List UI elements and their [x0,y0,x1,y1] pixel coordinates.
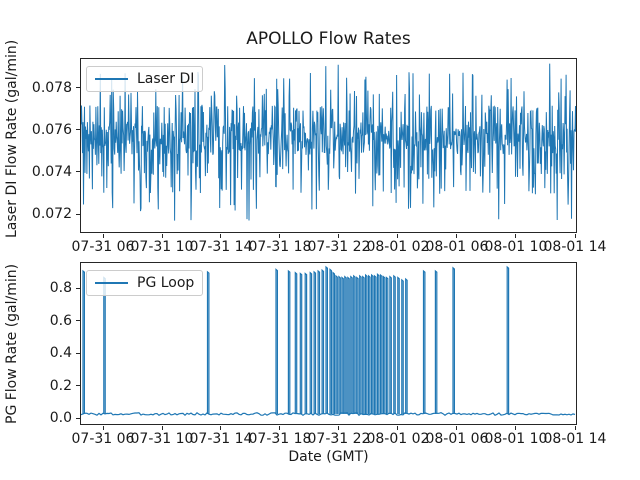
x-tick-label: 08-01 02 [366,239,430,255]
x-tick-mark [220,234,222,238]
pg-loop-line-chart [81,265,576,417]
x-tick-label: 07-31 14 [189,239,253,255]
y-tick-mark [76,352,80,354]
ax2-legend: PG Loop [86,270,204,296]
x-tick-label: 08-01 14 [543,239,607,255]
x-tick-label: 07-31 18 [248,239,312,255]
x-tick-mark [456,426,458,430]
pg-loop-plot-area: PG Loop [80,262,577,425]
y-tick-mark [76,129,80,131]
x-tick-label: 07-31 22 [307,239,371,255]
x-tick-label: 07-31 06 [71,431,135,447]
x-tick-mark [574,234,576,238]
x-tick-label: 08-01 10 [484,431,548,447]
laser-di-legend-line-sample [95,78,128,80]
y-tick-label: 0.074 [31,163,72,180]
x-tick-label: 07-31 14 [189,431,253,447]
laser-di-legend-label: Laser DI [137,71,195,87]
x-tick-mark [279,426,281,430]
y-tick-mark [76,385,80,387]
x-tick-mark [102,234,104,238]
x-tick-mark [338,234,340,238]
pg-loop-legend-label: PG Loop [137,275,195,291]
y-tick-label: 0.0 [49,410,72,427]
laser-di-plot-area: Laser DI [80,58,577,233]
y-tick-mark [76,417,80,419]
x-tick-mark [574,426,576,430]
pg-loop-legend-line-sample [95,282,128,284]
y-tick-label: 0.8 [49,280,72,297]
x-tick-mark [515,426,517,430]
x-axis-label: Date (GMT) [288,449,369,465]
x-tick-mark [397,426,399,430]
x-tick-label: 08-01 06 [425,431,489,447]
y-tick-mark [76,320,80,322]
x-tick-label: 07-31 06 [71,239,135,255]
x-tick-label: 08-01 14 [543,431,607,447]
y-tick-label: 0.078 [31,79,72,96]
x-tick-mark [397,234,399,238]
y-tick-mark [76,87,80,89]
x-tick-mark [515,234,517,238]
x-tick-label: 07-31 22 [307,431,371,447]
laser-di-line-chart [81,63,576,221]
y-tick-label: 0.072 [31,206,72,223]
x-tick-mark [279,234,281,238]
pg-loop-series-line [81,265,576,417]
x-tick-label: 07-31 10 [130,239,194,255]
x-tick-label: 07-31 10 [130,431,194,447]
y-tick-mark [76,213,80,215]
x-tick-label: 07-31 18 [248,431,312,447]
x-tick-mark [102,426,104,430]
x-tick-mark [338,426,340,430]
x-tick-label: 08-01 10 [484,239,548,255]
ax1-legend: Laser DI [86,66,204,92]
y-tick-label: 0.4 [49,345,72,362]
y-tick-label: 0.076 [31,121,72,138]
x-tick-label: 08-01 02 [366,431,430,447]
chart-title: APOLLO Flow Rates [246,29,411,49]
x-tick-mark [220,426,222,430]
y-tick-label: 0.2 [49,377,72,394]
y-tick-mark [76,287,80,289]
y-tick-mark [76,171,80,173]
y-tick-label: 0.6 [49,312,72,329]
x-tick-label: 08-01 06 [425,239,489,255]
x-tick-mark [161,234,163,238]
x-tick-mark [161,426,163,430]
x-tick-mark [456,234,458,238]
laser-di-series-line [81,63,576,221]
